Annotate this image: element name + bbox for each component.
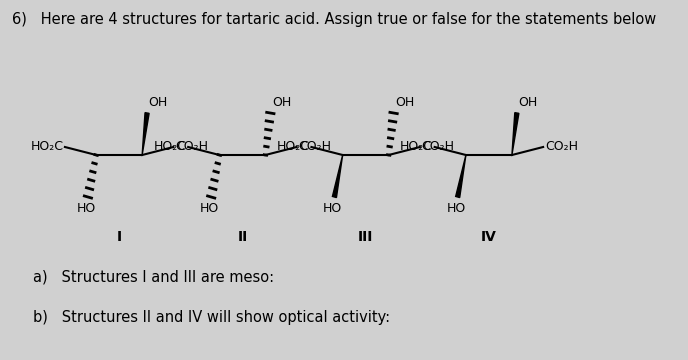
Text: HO₂C: HO₂C: [30, 140, 63, 153]
Text: IV: IV: [481, 230, 497, 244]
Text: III: III: [358, 230, 374, 244]
Text: CO₂H: CO₂H: [422, 140, 455, 153]
Text: CO₂H: CO₂H: [545, 140, 578, 153]
Text: OH: OH: [272, 96, 291, 109]
Text: b)   Structures II and IV will show optical activity:: b) Structures II and IV will show optica…: [33, 310, 390, 325]
Text: a)   Structures I and III are meso:: a) Structures I and III are meso:: [33, 270, 274, 285]
Text: HO: HO: [200, 202, 219, 215]
Text: CO₂H: CO₂H: [299, 140, 332, 153]
Text: CO₂H: CO₂H: [175, 140, 208, 153]
Polygon shape: [332, 155, 343, 198]
Text: II: II: [237, 230, 248, 244]
Text: OH: OH: [519, 96, 538, 109]
Polygon shape: [142, 113, 149, 155]
Text: OH: OH: [395, 96, 414, 109]
Text: HO₂C: HO₂C: [153, 140, 186, 153]
Text: HO₂C: HO₂C: [400, 140, 433, 153]
Polygon shape: [512, 113, 519, 155]
Text: HO: HO: [323, 202, 343, 215]
Text: HO: HO: [76, 202, 96, 215]
Text: I: I: [116, 230, 122, 244]
Text: 6)   Here are 4 structures for tartaric acid. Assign true or false for the state: 6) Here are 4 structures for tartaric ac…: [12, 12, 656, 27]
Text: HO: HO: [447, 202, 466, 215]
Text: OH: OH: [149, 96, 168, 109]
Text: HO₂C: HO₂C: [277, 140, 310, 153]
Polygon shape: [455, 155, 466, 198]
